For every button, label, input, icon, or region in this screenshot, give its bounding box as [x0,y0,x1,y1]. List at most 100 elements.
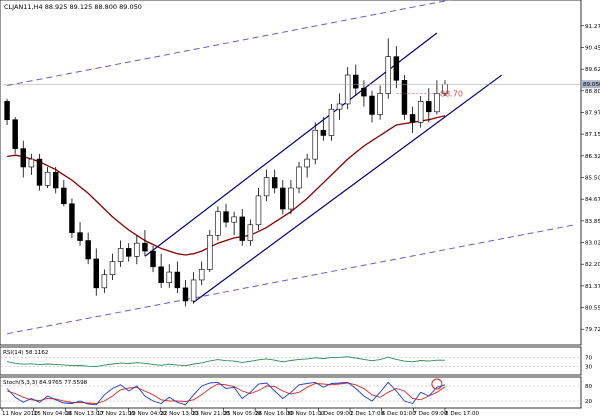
current-price-box [582,80,600,89]
y-tick-label: 79.725 [585,327,600,333]
level-label: 70 [585,356,593,362]
candle-body [247,224,254,241]
x-tick-label: 26 Nov 16:00 [255,411,293,417]
stoch-series-group [1,378,581,406]
stoch-axis: 80 20 [585,384,593,405]
x-tick-label: 19 Nov 04:00 [129,411,167,417]
annotation-label: 88.70 [440,89,463,98]
candle-body [52,171,59,189]
x-tick-label: 22 Nov 13:00 [160,411,198,417]
level-label: 30 [585,364,593,370]
candle-body [231,216,237,223]
candle-body [255,195,262,226]
x-tick-label: 1 Dec 09:00 [318,411,353,417]
stoch-label: Stoch(5,3,3) 84.9765 77.5598 [3,380,88,386]
candle-body [353,74,359,89]
outer-upper-channel-line [6,0,453,87]
moving-average-group [6,115,446,256]
x-tick-label: 25 Nov 05:00 [224,411,262,417]
y-tick-label: 90.450 [585,45,600,51]
candle-body [101,274,108,289]
candle-body [417,101,424,123]
candle-body [174,271,181,289]
candle-body [166,271,172,283]
candle-body [312,129,318,160]
candle-body [182,287,189,302]
y-tick-label: 88.800 [585,89,600,95]
candle-body [304,158,310,168]
candle-body [361,87,367,97]
candle-body [207,234,213,270]
candle-body [158,266,164,283]
candle-body [223,211,229,223]
candle-body [409,114,416,123]
candle-body [69,203,75,233]
y-tick-label: 80.550 [585,306,600,312]
annotation-group: 88.70 89.050 [3,80,600,98]
candle-body [117,248,124,262]
candle-body [320,129,327,136]
candle-body [12,119,18,149]
candle-body [125,248,132,257]
candle-body [28,158,35,168]
symbol-quote-line: CLJAN11,H4 88.925 89.125 88.800 89.050 [4,3,142,11]
x-tick-label: 7 Dec 09:00 [413,411,448,417]
level-label: 80 [585,384,593,390]
candle-body [369,95,375,115]
candle-body [77,232,83,241]
candle-body [344,74,351,105]
rsi-series-group [1,356,581,368]
candle-body [93,258,99,289]
candle-body [61,187,67,205]
x-tick-label: 6 Dec 01:00 [382,411,417,417]
y-tick-label: 81.375 [585,284,600,290]
candle-body [20,148,27,168]
candle-body [288,187,294,210]
y-tick-label: 83.850 [585,219,600,225]
y-tick-label: 91.275 [585,24,600,30]
y-tick-label: 84.675 [585,197,600,203]
x-tick-label: 16 Nov 13:00 [65,411,103,417]
rsi-line [7,356,445,368]
candle-body [134,242,140,257]
candle-body [198,269,205,281]
candle-body [239,216,245,241]
candle-body [85,240,91,260]
current-price-label: 89.050 [583,82,600,88]
x-tick-label: 11 Nov 2010 [2,411,38,417]
stoch-highlight-circle [431,378,443,390]
candle-body [190,279,197,302]
candle-body [150,250,156,268]
y-tick-label: 85.500 [585,176,600,182]
y-tick-label: 82.200 [585,262,600,268]
candle-body [109,261,116,275]
moving-average-line [6,115,446,256]
x-tick-label: 15 Nov 04:00 [34,411,72,417]
candle-body [434,93,440,113]
outer-lower-channel-line [6,224,575,335]
rsi-label: RSI(14) 58.1162 [3,350,48,356]
candle-body [377,93,383,115]
candle-body [271,177,278,189]
candle-body [44,171,51,186]
candle-body [36,158,43,186]
lower-channel-line [193,74,503,303]
outer-channel-group [6,0,575,335]
candle-body [401,80,408,115]
x-tick-label: 8 Dec 17:00 [445,411,480,417]
candle-body [142,242,148,252]
y-tick-label: 87.975 [585,110,600,116]
candle-body [385,56,391,94]
candle-body [296,166,302,189]
main-panel-frame [0,0,582,346]
y-tick-label: 86.325 [585,154,600,160]
candle-body [4,101,10,121]
y-tick-label: 83.025 [585,241,600,247]
x-tick-label: 17 Nov 21:00 [97,411,135,417]
y-tick-label: 89.625 [585,67,600,73]
candles-group [4,38,448,307]
